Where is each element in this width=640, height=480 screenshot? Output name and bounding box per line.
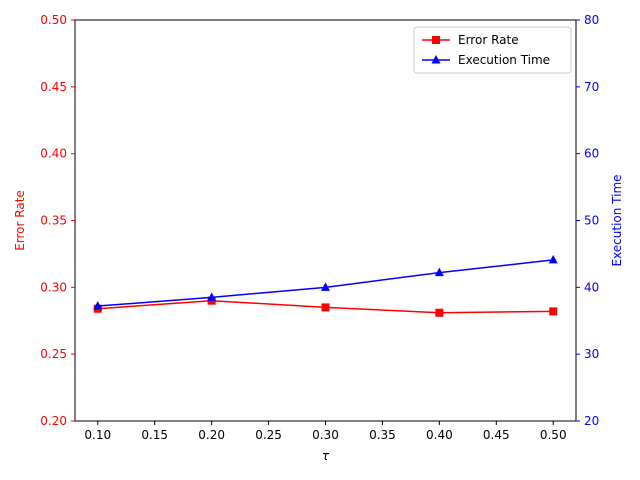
left-tick-label-5: 0.45 (40, 80, 67, 94)
series-1-marker-2 (321, 282, 330, 291)
left-tick-label-3: 0.35 (40, 214, 67, 228)
legend: Error Rate Execution Time (413, 26, 572, 74)
left-tick-label-4: 0.40 (40, 147, 67, 161)
x-tick-label-1: 0.15 (141, 428, 168, 442)
legend-marker-1 (431, 55, 441, 64)
legend-marker-0 (432, 36, 440, 44)
axes: 0.10 0.15 0.20 0.25 0.30 0.35 0.40 0.45 0.50 τ 0.2… (13, 13, 624, 463)
left-tick-label-1: 0.25 (40, 347, 67, 361)
x-tick-label-4: 0.30 (312, 428, 339, 442)
plot-frame (74, 19, 577, 422)
x-tick-label-6: 0.40 (426, 428, 453, 442)
series-0-marker-2 (321, 303, 330, 312)
right-tick-label-3: 50 (584, 214, 599, 228)
x-tick-label-5: 0.35 (369, 428, 396, 442)
left-tick-label-6: 0.50 (40, 13, 67, 27)
left-tick-label-2: 0.30 (40, 280, 67, 294)
series-1-marker-1 (207, 292, 217, 301)
series-1-marker-4 (548, 254, 558, 264)
legend-box (413, 26, 572, 74)
right-tick-label-6: 80 (584, 13, 599, 27)
right-tick-label-5: 70 (584, 80, 599, 94)
legend-label-1: Execution Time (458, 53, 550, 67)
x-tick-label-8: 0.50 (540, 428, 567, 442)
series-1-marker-0 (93, 301, 103, 310)
right-tick-label-2: 40 (584, 280, 599, 294)
x-tick-label-0: 0.10 (84, 428, 111, 442)
series-0-marker-3 (435, 308, 444, 317)
legend-label-0: Error Rate (458, 33, 519, 47)
x-axis-label: τ (322, 449, 330, 463)
x-tick-label-2: 0.20 (198, 428, 225, 442)
x-tick-label-3: 0.25 (255, 428, 282, 442)
series-1-marker-3 (434, 267, 444, 277)
left-tick-label-0: 0.20 (40, 414, 67, 428)
right-tick-label-0: 20 (584, 414, 599, 428)
plot-area (93, 254, 558, 317)
series-0-marker-4 (549, 307, 558, 316)
right-axis-label: Execution Time (610, 174, 624, 266)
right-tick-label-4: 60 (584, 147, 599, 161)
right-tick-label-1: 30 (584, 347, 599, 361)
x-tick-label-7: 0.45 (483, 428, 510, 442)
left-axis-label: Error Rate (13, 190, 27, 251)
